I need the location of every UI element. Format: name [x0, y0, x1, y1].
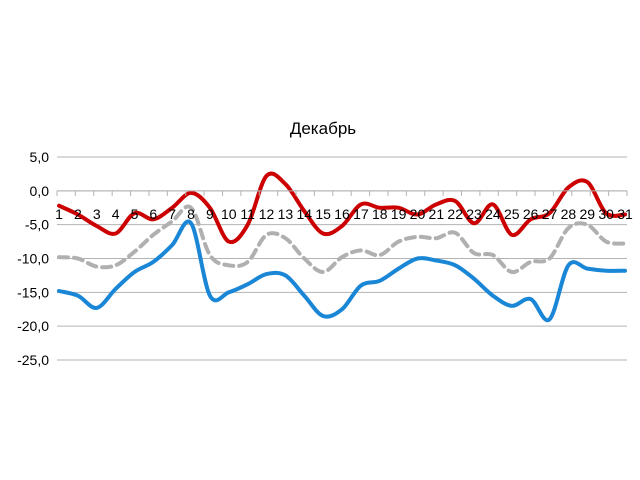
x-tick-label: 27: [542, 206, 558, 222]
x-axis: [56, 190, 628, 196]
x-tick-label: 10: [221, 206, 237, 222]
x-tick-label: 5: [131, 206, 139, 222]
y-tick-label: -10,0: [17, 251, 49, 267]
y-tick-label: -25,0: [17, 352, 49, 368]
x-tick-label: 18: [372, 206, 388, 222]
x-tick-label: 30: [598, 206, 614, 222]
x-tick-label: 24: [485, 206, 501, 222]
x-tick-label: 9: [206, 206, 214, 222]
x-tick-label: 22: [447, 206, 463, 222]
x-tick-label: 3: [93, 206, 101, 222]
x-tick-label: 14: [296, 206, 312, 222]
x-tick-label: 13: [278, 206, 294, 222]
x-tick-label: 8: [187, 206, 195, 222]
y-tick-label: -5,0: [25, 217, 49, 233]
chart-title: Декабрь: [290, 119, 356, 138]
x-tick-label: 26: [523, 206, 539, 222]
x-tick-label: 1: [55, 206, 63, 222]
x-tick-label: 21: [429, 206, 445, 222]
y-tick-label: 5,0: [30, 149, 50, 165]
x-axis-tick-labels: 1 2 3 4 5 6 7 8 9 10 11 12 13 14 15 16 17 18 19 20 21 22 23 24 2…: [55, 206, 633, 222]
x-tick-label: 4: [112, 206, 120, 222]
x-tick-label: 2: [74, 206, 82, 222]
x-tick-label: 20: [410, 206, 426, 222]
x-tick-label: 11: [240, 206, 255, 222]
x-tick-label: 17: [353, 206, 369, 222]
series-line-2: [57, 204, 627, 275]
y-tick-label: 0,0: [30, 183, 50, 199]
x-tick-label: 31: [617, 206, 633, 222]
x-tick-label: 6: [149, 206, 157, 222]
x-tick-label: 25: [504, 206, 520, 222]
x-tick-label: 23: [466, 206, 482, 222]
x-tick-label: 28: [561, 206, 577, 222]
y-tick-label: -15,0: [17, 284, 49, 300]
x-tick-label: 7: [168, 206, 176, 222]
x-tick-label: 16: [334, 206, 350, 222]
x-tick-label: 15: [315, 206, 331, 222]
y-axis-tick-labels: 5,0 0,0 -5,0 -10,0 -15,0 -20,0 -25,0: [17, 149, 49, 368]
series-line-3: [57, 219, 627, 323]
y-tick-label: -20,0: [17, 318, 49, 334]
x-tick-label: 19: [391, 206, 407, 222]
x-tick-label: 29: [579, 206, 595, 222]
series-line-1: [57, 171, 627, 245]
series-lines: [57, 171, 627, 323]
x-tick-label: 12: [259, 206, 275, 222]
